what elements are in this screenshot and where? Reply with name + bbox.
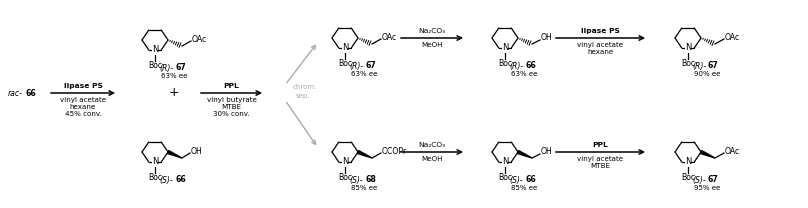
Text: vinyl butyrate: vinyl butyrate (207, 97, 256, 103)
Text: chrom.: chrom. (293, 84, 318, 90)
Text: 85% ee: 85% ee (511, 185, 537, 191)
Text: Boc: Boc (498, 173, 512, 182)
Text: lipase PS: lipase PS (64, 83, 103, 89)
Text: MeOH: MeOH (421, 156, 443, 162)
Text: (R)-: (R)- (159, 63, 173, 73)
Text: MeOH: MeOH (421, 42, 443, 48)
Text: N: N (685, 157, 691, 166)
Text: OAc: OAc (382, 32, 398, 42)
Text: 63% ee: 63% ee (511, 71, 537, 77)
Text: MTBE: MTBE (591, 163, 611, 169)
Text: 66: 66 (25, 88, 36, 98)
Text: N: N (152, 157, 158, 166)
Text: vinyl acetate: vinyl acetate (578, 42, 624, 48)
Text: OH: OH (541, 33, 553, 42)
Text: OAc: OAc (192, 35, 207, 43)
Text: N: N (152, 46, 158, 54)
Text: (S)-: (S)- (692, 176, 705, 184)
Text: hexane: hexane (587, 49, 613, 55)
Text: 85% ee: 85% ee (351, 185, 377, 191)
Text: +: + (169, 87, 179, 99)
Text: 63% ee: 63% ee (161, 73, 187, 79)
Text: N: N (342, 157, 348, 166)
Polygon shape (517, 151, 532, 158)
Text: N: N (502, 157, 508, 166)
Text: 67: 67 (708, 176, 719, 184)
Text: 90% ee: 90% ee (694, 71, 721, 77)
Text: hexane: hexane (69, 104, 96, 110)
Text: sep.: sep. (296, 93, 310, 99)
Text: (S)-: (S)- (509, 176, 523, 184)
Text: Boc: Boc (338, 173, 352, 182)
Text: 63% ee: 63% ee (351, 71, 377, 77)
Text: OAc: OAc (725, 32, 740, 42)
Text: (S)-: (S)- (349, 176, 363, 184)
Text: Boc: Boc (148, 173, 162, 182)
Text: Boc: Boc (681, 173, 695, 182)
Text: vinyl acetate: vinyl acetate (578, 156, 624, 162)
Text: (R)-: (R)- (509, 62, 523, 71)
Text: (R)-: (R)- (349, 62, 363, 71)
Text: MTBE: MTBE (221, 104, 242, 110)
Text: Boc: Boc (681, 59, 695, 68)
Text: 66: 66 (525, 176, 536, 184)
Text: N: N (342, 43, 348, 52)
Polygon shape (167, 151, 182, 158)
Text: 67: 67 (365, 62, 376, 71)
Text: 30% conv.: 30% conv. (213, 111, 250, 117)
Text: OAc: OAc (725, 146, 740, 156)
Text: N: N (502, 43, 508, 52)
Text: OH: OH (191, 146, 203, 156)
Polygon shape (357, 151, 372, 158)
Text: 68: 68 (365, 176, 376, 184)
Text: Boc: Boc (148, 62, 162, 71)
Text: Boc: Boc (338, 59, 352, 68)
Text: 95% ee: 95% ee (694, 185, 720, 191)
Text: lipase PS: lipase PS (581, 28, 620, 34)
Text: 66: 66 (525, 62, 536, 71)
Text: OH: OH (541, 147, 553, 156)
Text: PPL: PPL (592, 142, 608, 148)
Text: 67: 67 (175, 63, 186, 73)
Text: (R)-: (R)- (692, 62, 706, 71)
Polygon shape (701, 151, 715, 158)
Text: Boc: Boc (498, 59, 512, 68)
Text: (S)-: (S)- (159, 176, 173, 184)
Text: 66: 66 (175, 176, 186, 184)
Text: Na₂CO₃: Na₂CO₃ (419, 28, 445, 34)
Text: 45% conv.: 45% conv. (65, 111, 102, 117)
Text: vinyl acetate: vinyl acetate (60, 97, 106, 103)
Text: 67: 67 (708, 62, 719, 71)
Text: Na₂CO₃: Na₂CO₃ (419, 142, 445, 148)
Text: N: N (685, 43, 691, 52)
Text: rac-: rac- (8, 88, 23, 98)
Text: OCOPr: OCOPr (382, 146, 407, 156)
Text: PPL: PPL (224, 83, 239, 89)
